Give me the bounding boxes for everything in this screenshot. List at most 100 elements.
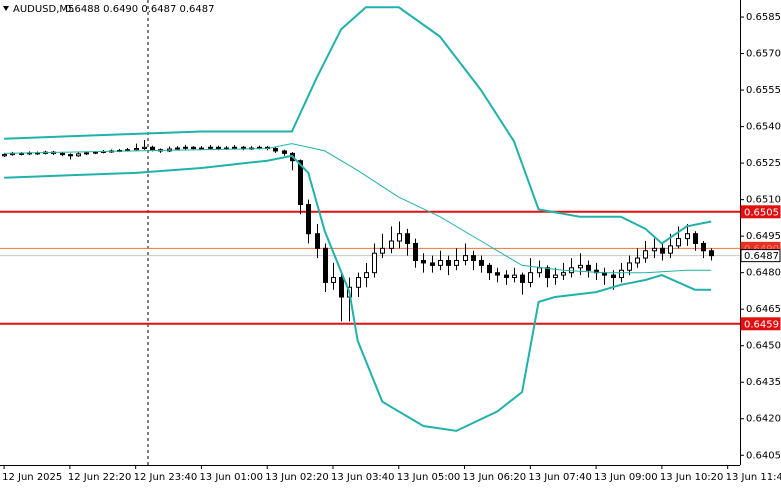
price-label-box [740, 205, 781, 219]
y-tick-label: 0.6555 [746, 85, 781, 96]
candle-body [273, 148, 278, 152]
candle-body [619, 269, 624, 279]
candle-body [339, 277, 344, 298]
candle-body [454, 259, 459, 266]
x-tick-label: 13 Jun 03:40 [331, 472, 395, 483]
price-label: 0.6487 [744, 251, 779, 262]
menu-icon [3, 6, 9, 11]
candle-body [93, 151, 98, 154]
y-tick-label: 0.6420 [746, 414, 781, 425]
candle-body [471, 255, 476, 261]
candle-body [561, 272, 566, 276]
x-tick-label: 12 Jun 22:20 [68, 472, 132, 483]
candle-body [315, 233, 320, 249]
candle-body [421, 259, 426, 264]
candle-body [199, 147, 204, 150]
candle-body [68, 154, 73, 157]
candle-body [282, 150, 287, 154]
candle-body [701, 242, 706, 252]
candle-body [652, 247, 657, 252]
candle-body [545, 267, 550, 279]
x-tick-label: 12 Jun 23:40 [134, 472, 198, 483]
candle-body [76, 153, 81, 157]
candle-body [586, 264, 591, 271]
candle-body [134, 148, 139, 151]
candle-body [635, 257, 640, 264]
y-tick-label: 0.6495 [746, 231, 781, 242]
y-tick-label: 0.6480 [746, 268, 781, 279]
candle-body [405, 233, 410, 244]
candle-body [397, 233, 402, 242]
x-tick-label: 13 Jun 02:20 [265, 472, 329, 483]
x-tick-label: 13 Jun 07:40 [528, 472, 592, 483]
candle-body [150, 146, 155, 151]
plot-area [0, 6, 740, 432]
price-label-box [740, 249, 781, 263]
band-line [4, 143, 712, 274]
y-tick-label: 0.6585 [746, 12, 781, 23]
x-tick-label: 13 Jun 09:00 [594, 472, 658, 483]
y-tick-label: 0.6525 [746, 158, 781, 169]
candle-body [487, 264, 492, 274]
band-line [4, 154, 712, 432]
x-tick-label: 13 Jun 10:20 [660, 472, 724, 483]
symbol: AUDUSD,M5 [13, 4, 74, 15]
candle-body [611, 274, 616, 279]
candle-body [504, 274, 509, 279]
candle-body [84, 152, 89, 155]
candle-body [693, 233, 698, 244]
candle-body [2, 154, 7, 157]
x-tick-label: 13 Jun 11:40 [726, 472, 781, 483]
candle-body [463, 255, 468, 261]
candle-body [298, 160, 303, 206]
candle-body [413, 242, 418, 261]
y-tick-label: 0.6435 [746, 377, 781, 388]
y-tick-label: 0.6465 [746, 304, 781, 315]
candle-body [528, 272, 533, 283]
candle-body [668, 245, 673, 254]
candle-body [175, 147, 180, 150]
price-label: 0.6505 [744, 207, 779, 218]
candle-body [446, 259, 451, 266]
y-tick-label: 0.6450 [746, 341, 781, 352]
candle-body [191, 146, 196, 150]
candle-body [142, 146, 147, 150]
candle-body [578, 264, 583, 269]
candle-body [520, 274, 525, 283]
candle-body [331, 277, 336, 283]
candle-body [380, 247, 385, 254]
candle-body [389, 240, 394, 249]
candle-body [438, 259, 443, 266]
candle-body [60, 152, 65, 156]
candle-body [676, 238, 681, 247]
x-tick-label: 12 Jun 2025 [2, 472, 62, 483]
ohlc: 0.6488 0.6490 0.6487 0.6487 [65, 4, 215, 15]
candle-body [430, 262, 435, 266]
candle-body [216, 146, 221, 150]
candle-body [627, 262, 632, 271]
price-label: 0.6459 [744, 319, 779, 330]
y-tick-label: 0.6405 [746, 450, 781, 461]
candle-body [364, 272, 369, 279]
candle-body [709, 250, 714, 257]
band-line [4, 6, 712, 245]
candle-body [512, 274, 517, 279]
candle-body [537, 267, 542, 274]
candle-body [372, 252, 377, 274]
y-tick-label: 0.6540 [746, 122, 781, 133]
candle-body [183, 146, 188, 149]
candle-body [356, 277, 361, 288]
candle-body [208, 146, 213, 149]
candle-body [479, 259, 484, 266]
y-tick-label: 0.6510 [746, 195, 781, 206]
candle-body [660, 247, 665, 254]
candle-body [495, 272, 500, 276]
price-label-box [740, 317, 781, 331]
x-tick-label: 13 Jun 01:00 [199, 472, 263, 483]
x-tick-label: 13 Jun 05:00 [397, 472, 461, 483]
candle-body [685, 233, 690, 240]
candle-body [232, 146, 237, 149]
candle-body [643, 250, 648, 259]
x-tick-label: 13 Jun 06:20 [463, 472, 527, 483]
